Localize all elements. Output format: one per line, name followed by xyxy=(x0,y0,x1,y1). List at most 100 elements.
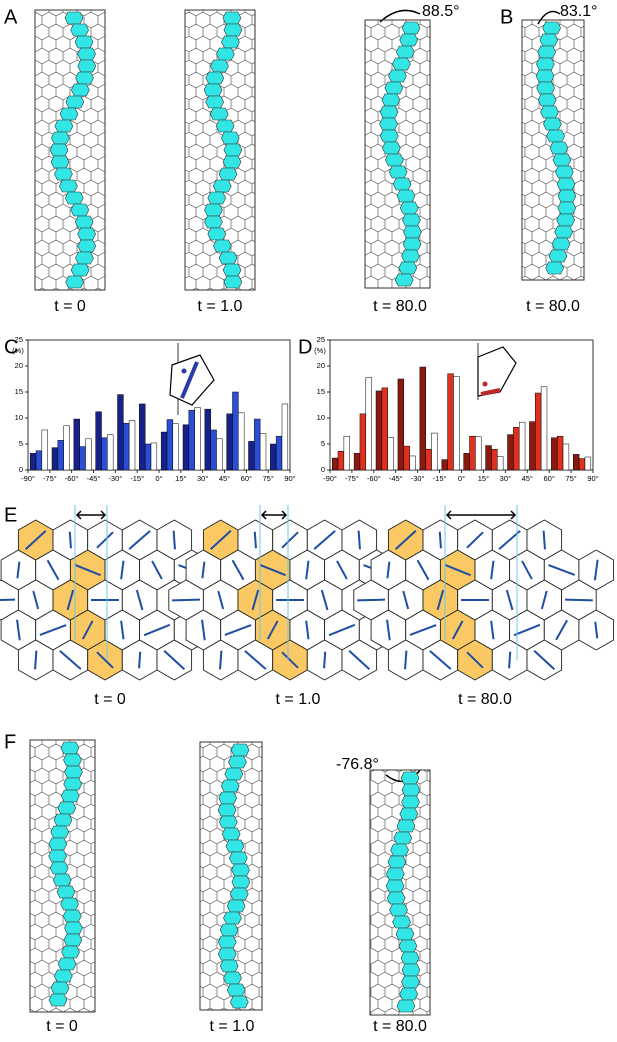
bar xyxy=(397,378,405,471)
x-tick-label: -30° xyxy=(108,474,122,483)
labeled-cell xyxy=(77,239,97,253)
labeled-cell xyxy=(226,983,246,997)
inset-c xyxy=(169,343,215,415)
bar xyxy=(139,403,146,471)
labeled-cell xyxy=(57,957,77,971)
bar xyxy=(79,446,86,471)
bar xyxy=(578,458,586,471)
y-tick-label: 10 xyxy=(317,413,325,422)
labeled-cell xyxy=(62,909,82,923)
labeled-cell xyxy=(57,801,77,815)
labeled-cell xyxy=(226,899,246,913)
bar xyxy=(210,429,217,471)
panel-label: A xyxy=(4,6,18,28)
labeled-cell xyxy=(396,189,416,203)
labeled-cell xyxy=(399,33,419,47)
y-tick-label: 10 xyxy=(15,413,23,422)
orientation-line xyxy=(466,531,484,549)
labeled-cell xyxy=(224,767,244,781)
bar xyxy=(107,434,114,471)
orientation-line xyxy=(542,530,546,550)
orientation-line xyxy=(348,650,371,670)
bar xyxy=(216,438,223,471)
labeled-cell xyxy=(382,141,401,155)
labeled-cell xyxy=(231,863,250,877)
x-tick-label: 0° xyxy=(458,474,465,483)
labeled-cell xyxy=(53,969,73,983)
bar xyxy=(529,421,536,471)
labeled-cell xyxy=(50,825,70,839)
y-tick-label: 20 xyxy=(15,361,23,370)
labeled-cell xyxy=(388,165,408,179)
tissue-cylinder xyxy=(369,769,431,1016)
double-arrow xyxy=(75,510,107,520)
labeled-cell xyxy=(536,81,555,95)
labeled-cell xyxy=(230,743,250,757)
labeled-cell xyxy=(215,119,235,133)
labeled-cell xyxy=(398,261,418,275)
labeled-cell xyxy=(548,249,568,263)
bar xyxy=(204,408,211,471)
labeled-cell xyxy=(63,777,83,791)
labeled-cell xyxy=(542,21,561,35)
orientation-line xyxy=(416,559,430,581)
labeled-cell xyxy=(535,69,555,83)
bar xyxy=(485,445,492,471)
labeled-cell xyxy=(212,179,232,193)
labeled-cell xyxy=(75,71,94,85)
orientation-line xyxy=(244,650,267,670)
bar xyxy=(41,429,48,471)
orientation-line xyxy=(59,650,82,670)
x-tick-label: 60° xyxy=(543,474,554,483)
labeled-cell xyxy=(74,35,94,49)
caption: t = 80.0 xyxy=(373,298,427,315)
labeled-cell xyxy=(399,987,419,1001)
labeled-cell xyxy=(379,129,399,143)
labeled-cell xyxy=(51,131,70,145)
labeled-cell xyxy=(70,23,89,37)
orientation-line xyxy=(313,530,336,550)
x-tick-label: -60° xyxy=(367,474,381,483)
y-tick-label: 0 xyxy=(19,465,23,474)
labeled-cell xyxy=(223,971,242,985)
labeled-cell xyxy=(543,117,562,131)
orientation-line xyxy=(540,590,548,610)
x-tick-label: 45° xyxy=(219,474,230,483)
labeled-cell xyxy=(218,167,238,181)
labeled-cell xyxy=(205,95,225,109)
orientation-line xyxy=(490,560,495,580)
labeled-cell xyxy=(48,993,68,1007)
orientation-line xyxy=(231,559,245,581)
orientation-line xyxy=(251,589,260,611)
orientation-line xyxy=(217,590,225,610)
labeled-cell xyxy=(54,167,73,181)
labeled-cell xyxy=(64,765,83,779)
bar xyxy=(144,443,152,471)
bar xyxy=(513,427,520,471)
bar xyxy=(275,435,283,471)
caption: t = 80.0 xyxy=(526,298,580,315)
labeled-cell xyxy=(77,227,96,241)
bar xyxy=(365,377,372,471)
y-tick-label: 25 xyxy=(15,335,23,344)
orientation-line xyxy=(555,619,568,641)
bar xyxy=(51,447,59,471)
x-tick-label: -30° xyxy=(411,474,425,483)
labeled-cell xyxy=(395,927,415,941)
caption: t = 0 xyxy=(54,298,86,315)
labeled-cell xyxy=(218,251,238,265)
y-tick-label: 0 xyxy=(321,465,325,474)
labeled-cell xyxy=(399,807,419,821)
panel-label: D xyxy=(298,336,312,358)
bar xyxy=(497,456,504,471)
bar xyxy=(343,435,350,471)
bar xyxy=(403,445,410,471)
orientation-line xyxy=(386,561,391,579)
orientation-line xyxy=(508,651,512,669)
labeled-cell xyxy=(539,33,559,47)
orientation-line xyxy=(0,598,16,602)
labeled-cell xyxy=(65,275,84,289)
bar xyxy=(475,436,482,471)
labeled-cell xyxy=(223,143,243,157)
